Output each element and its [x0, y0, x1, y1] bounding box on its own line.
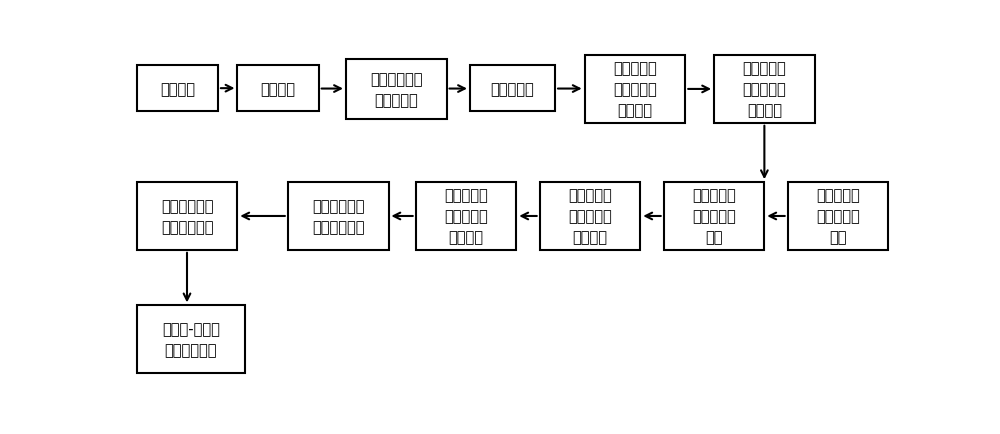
- Bar: [470, 66, 555, 112]
- Text: 开启热源、
过渡材料用
送丝组件: 开启热源、 过渡材料用 送丝组件: [613, 61, 657, 118]
- Text: 开启热源、
钛丝用送丝
组件: 开启热源、 钛丝用送丝 组件: [816, 188, 860, 245]
- Bar: [137, 183, 237, 250]
- Text: 开启热源、
过渡材料用
送丝组件: 开启热源、 过渡材料用 送丝组件: [568, 188, 612, 245]
- Text: 开启热源、钢
丝用送丝组件: 开启热源、钢 丝用送丝组件: [312, 198, 364, 234]
- Text: 关闭热源、钢
丝用送丝组件: 关闭热源、钢 丝用送丝组件: [161, 198, 213, 234]
- Text: 分层切片: 分层切片: [261, 82, 296, 96]
- Text: 关闭热源、
过渡材料用
送丝组件: 关闭热源、 过渡材料用 送丝组件: [742, 61, 786, 118]
- Bar: [237, 66, 319, 112]
- Bar: [288, 183, 388, 250]
- Text: 钢基板固定: 钢基板固定: [491, 82, 534, 96]
- Bar: [585, 56, 685, 124]
- Text: 关闭热源、
过渡材料用
送丝组件: 关闭热源、 过渡材料用 送丝组件: [444, 188, 488, 245]
- Text: 关闭热源、
钛丝用送丝
组件: 关闭热源、 钛丝用送丝 组件: [692, 188, 736, 245]
- Bar: [714, 56, 815, 124]
- Bar: [788, 183, 888, 250]
- Bar: [416, 183, 516, 250]
- Text: 完成钢-钛多层
复合材料成型: 完成钢-钛多层 复合材料成型: [162, 322, 220, 357]
- Bar: [137, 66, 218, 112]
- Bar: [346, 60, 447, 120]
- Bar: [540, 183, 640, 250]
- Text: 三维建模: 三维建模: [160, 82, 195, 96]
- Bar: [137, 306, 245, 373]
- Text: 运动指令和打
印参数输入: 运动指令和打 印参数输入: [370, 72, 422, 108]
- Bar: [664, 183, 764, 250]
